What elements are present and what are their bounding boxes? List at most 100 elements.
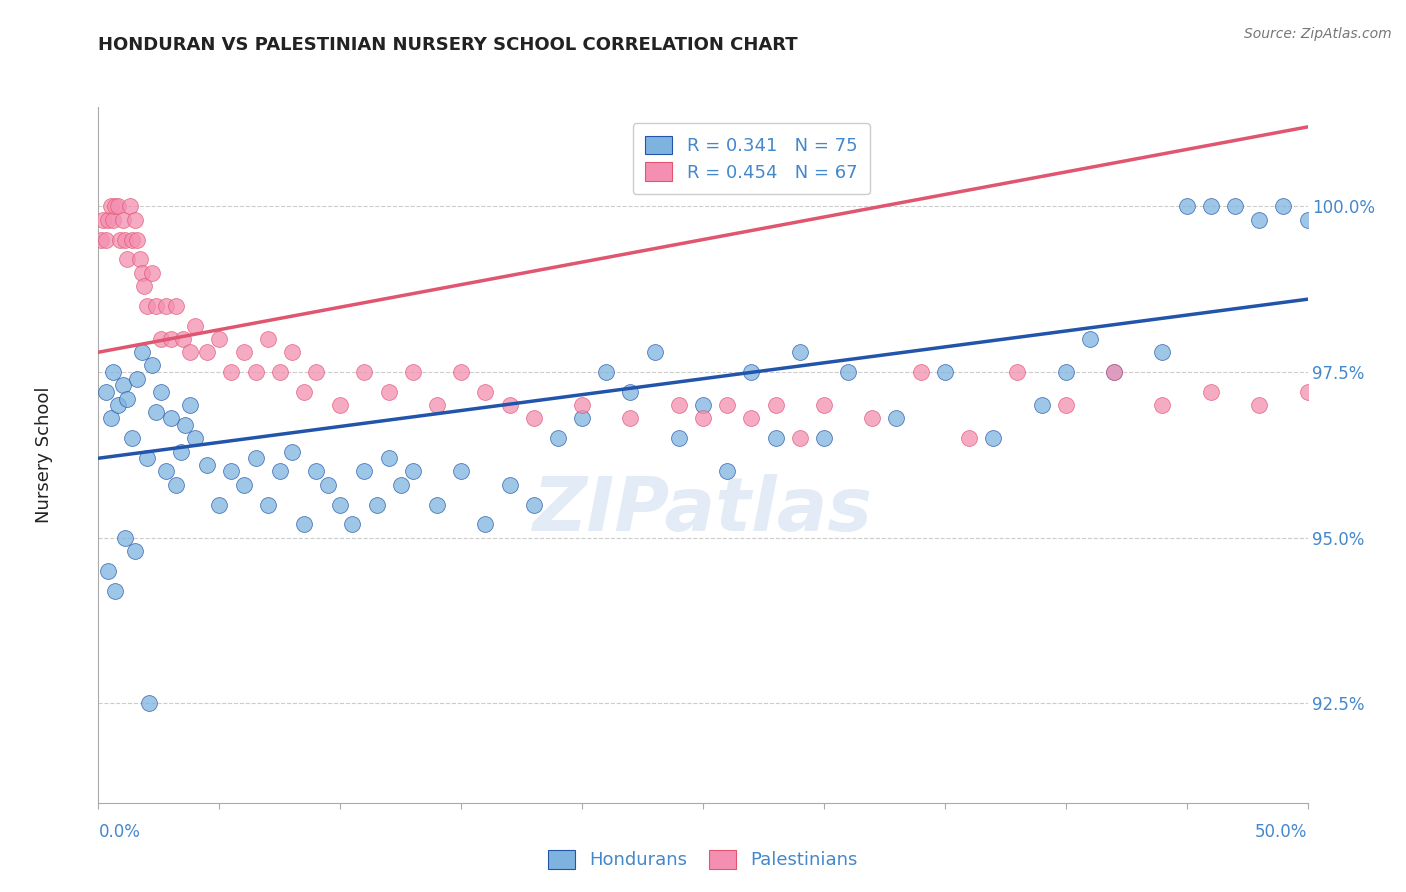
- Point: [269, 365, 291, 379]
- Point: [957, 431, 980, 445]
- Point: [837, 365, 859, 379]
- Point: [402, 365, 425, 379]
- Point: [305, 365, 328, 379]
- Point: [150, 332, 173, 346]
- Point: [886, 411, 908, 425]
- Point: [114, 531, 136, 545]
- Point: [498, 398, 520, 412]
- Point: [860, 411, 883, 425]
- Point: [450, 365, 472, 379]
- Point: [1272, 199, 1295, 213]
- Point: [134, 279, 156, 293]
- Point: [498, 477, 520, 491]
- Point: [121, 431, 143, 445]
- Point: [1054, 365, 1077, 379]
- Point: [155, 299, 177, 313]
- Point: [1296, 384, 1319, 399]
- Point: [692, 398, 714, 412]
- Point: [256, 498, 278, 512]
- Point: [740, 365, 762, 379]
- Point: [245, 365, 267, 379]
- Point: [910, 365, 932, 379]
- Point: [124, 212, 146, 227]
- Point: [644, 345, 666, 359]
- Point: [292, 384, 315, 399]
- Point: [172, 332, 194, 346]
- Point: [107, 199, 129, 213]
- Legend: Hondurans, Palestinians: Hondurans, Palestinians: [538, 841, 868, 879]
- Text: 50.0%: 50.0%: [1256, 822, 1308, 840]
- Point: [97, 212, 120, 227]
- Point: [981, 431, 1004, 445]
- Text: ZIPatlas: ZIPatlas: [533, 474, 873, 547]
- Point: [179, 345, 201, 359]
- Legend: R = 0.341   N = 75, R = 0.454   N = 67: R = 0.341 N = 75, R = 0.454 N = 67: [633, 123, 870, 194]
- Point: [165, 299, 187, 313]
- Point: [353, 365, 375, 379]
- Point: [450, 465, 472, 479]
- Point: [245, 451, 267, 466]
- Point: [402, 465, 425, 479]
- Point: [1102, 365, 1125, 379]
- Point: [1102, 365, 1125, 379]
- Point: [121, 233, 143, 247]
- Point: [117, 252, 139, 267]
- Point: [765, 431, 787, 445]
- Point: [118, 199, 141, 213]
- Point: [366, 498, 388, 512]
- Point: [619, 411, 641, 425]
- Point: [474, 384, 496, 399]
- Point: [740, 411, 762, 425]
- Point: [281, 444, 304, 458]
- Point: [101, 212, 124, 227]
- Point: [269, 465, 291, 479]
- Point: [523, 498, 546, 512]
- Point: [668, 398, 690, 412]
- Point: [1296, 212, 1319, 227]
- Point: [389, 477, 412, 491]
- Point: [165, 477, 187, 491]
- Point: [127, 372, 149, 386]
- Point: [292, 517, 315, 532]
- Point: [155, 465, 177, 479]
- Point: [100, 199, 122, 213]
- Point: [1249, 212, 1271, 227]
- Point: [145, 405, 167, 419]
- Point: [474, 517, 496, 532]
- Point: [127, 233, 149, 247]
- Point: [571, 398, 593, 412]
- Text: Nursery School: Nursery School: [35, 386, 53, 524]
- Point: [108, 233, 131, 247]
- Point: [1054, 398, 1077, 412]
- Text: Source: ZipAtlas.com: Source: ZipAtlas.com: [1244, 27, 1392, 41]
- Point: [316, 477, 339, 491]
- Point: [1031, 398, 1053, 412]
- Point: [305, 465, 328, 479]
- Point: [232, 477, 254, 491]
- Point: [111, 378, 134, 392]
- Point: [111, 212, 134, 227]
- Point: [1152, 398, 1174, 412]
- Point: [716, 465, 738, 479]
- Point: [377, 384, 399, 399]
- Point: [571, 411, 593, 425]
- Point: [765, 398, 787, 412]
- Point: [329, 398, 352, 412]
- Point: [131, 345, 153, 359]
- Point: [692, 411, 714, 425]
- Point: [128, 252, 150, 267]
- Point: [547, 431, 569, 445]
- Point: [160, 411, 183, 425]
- Point: [1175, 199, 1198, 213]
- Point: [135, 299, 157, 313]
- Point: [124, 544, 146, 558]
- Point: [91, 212, 114, 227]
- Point: [1199, 199, 1222, 213]
- Point: [281, 345, 304, 359]
- Point: [221, 465, 243, 479]
- Point: [342, 517, 364, 532]
- Point: [104, 583, 127, 598]
- Point: [104, 199, 127, 213]
- Point: [100, 411, 122, 425]
- Point: [145, 299, 167, 313]
